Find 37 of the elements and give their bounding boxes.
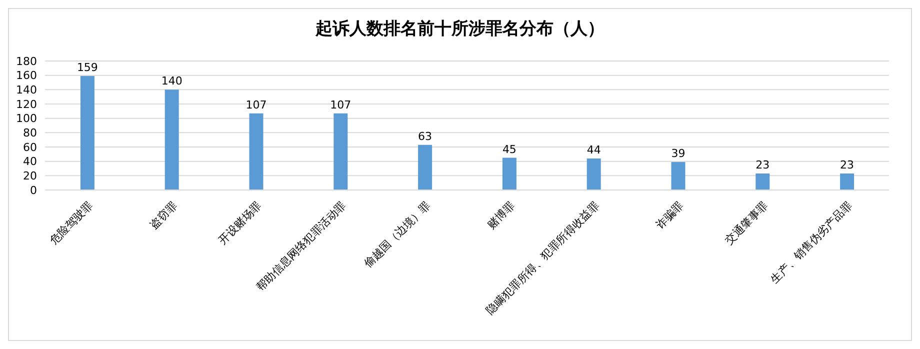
- data-label: 23: [840, 158, 854, 172]
- data-label: 107: [330, 98, 352, 112]
- y-tick-label: 20: [23, 170, 37, 183]
- data-label: 140: [161, 74, 182, 88]
- x-tick-label: 诈骗罪: [654, 198, 686, 232]
- bar: [249, 113, 264, 190]
- y-tick-label: 60: [23, 140, 37, 154]
- x-tick-label: 盗窃罪: [147, 198, 180, 232]
- data-label: 23: [756, 158, 770, 172]
- data-label: 159: [76, 61, 98, 74]
- bar: [671, 162, 686, 190]
- y-tick-label: 120: [16, 98, 37, 111]
- bar: [418, 144, 432, 190]
- data-label: 63: [418, 130, 432, 143]
- y-tick-label: 80: [23, 126, 37, 140]
- bar: [840, 174, 854, 190]
- y-tick-label: 160: [16, 69, 37, 82]
- bar: [756, 174, 770, 190]
- data-label: 45: [502, 142, 516, 156]
- x-tick-label: 偷越国（边境）罪: [362, 198, 433, 270]
- bar: [502, 158, 516, 190]
- bar: [586, 158, 601, 190]
- chart-title: 起诉人数排名前十所涉罪名分布（人）: [314, 18, 606, 41]
- x-tick-label: 危险驾驶罪: [47, 198, 96, 248]
- y-tick-label: 0: [30, 184, 37, 197]
- bar: [334, 113, 348, 190]
- y-tick-label: 140: [16, 84, 37, 97]
- data-label: 107: [246, 98, 267, 112]
- data-label: 39: [671, 147, 686, 160]
- y-tick-label: 40: [23, 155, 37, 168]
- y-tick-label: 100: [16, 112, 37, 126]
- bar: [80, 76, 94, 190]
- x-tick-label: 赌博罪: [484, 198, 518, 232]
- x-tick-label: 开设赌场罪: [216, 198, 264, 248]
- data-label: 44: [586, 143, 601, 156]
- bar: [164, 90, 179, 190]
- y-tick-label: 180: [16, 54, 37, 68]
